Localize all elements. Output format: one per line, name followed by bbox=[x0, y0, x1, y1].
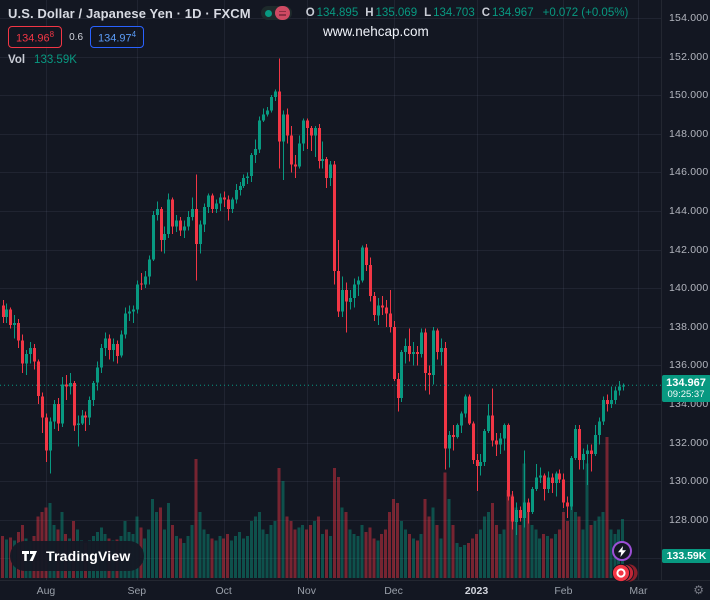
price-tick-label: 130.000 bbox=[669, 475, 709, 488]
change-value: +0.072 (+0.05%) bbox=[542, 7, 629, 19]
tradingview-mark-icon bbox=[22, 551, 37, 561]
close-label: C bbox=[481, 7, 491, 19]
price-tick-label: 128.000 bbox=[669, 513, 709, 526]
price-tick-label: 152.000 bbox=[669, 50, 709, 63]
open-value: 134.895 bbox=[316, 7, 359, 19]
price-tick-label: 138.000 bbox=[669, 320, 709, 333]
time-tick-label: 2023 bbox=[464, 585, 489, 597]
ohlc-readout: O 134.895 H 135.069 L 134.703 C 134.967 … bbox=[306, 7, 629, 19]
open-label: O bbox=[305, 7, 315, 19]
bar-countdown: 09:25:37 bbox=[667, 389, 705, 401]
price-tick-label: 144.000 bbox=[669, 205, 709, 217]
close-value: 134.967 bbox=[492, 7, 534, 19]
tradingview-logo-text: TradingView bbox=[46, 548, 131, 564]
chart-pane[interactable]: U.S. Dollar / Japanese Yen · 1D · FXCM O… bbox=[0, 0, 661, 583]
time-tick-label: Aug bbox=[36, 585, 56, 597]
price-tick-label: 142.000 bbox=[669, 243, 709, 256]
candlestick-chart[interactable] bbox=[0, 0, 661, 580]
record-icon bbox=[611, 563, 638, 583]
time-tick-label: Oct bbox=[215, 585, 232, 597]
time-tick-label: Dec bbox=[384, 585, 403, 597]
low-label: L bbox=[424, 7, 432, 19]
price-tick-label: 132.000 bbox=[669, 436, 709, 449]
tradingview-logo[interactable]: TradingView bbox=[10, 541, 145, 571]
high-label: H bbox=[365, 7, 374, 19]
time-tick-label: Mar bbox=[629, 585, 648, 597]
record-button[interactable] bbox=[610, 562, 640, 589]
low-value: 134.703 bbox=[433, 7, 475, 19]
sell-price-button[interactable]: 134.968 bbox=[8, 26, 63, 48]
buy-price-button[interactable]: 134.974 bbox=[90, 26, 145, 48]
gear-icon[interactable]: ⚙ bbox=[693, 583, 704, 597]
lightning-bolt-icon bbox=[618, 545, 626, 557]
market-open-dot-icon bbox=[264, 9, 272, 17]
chart-legend: U.S. Dollar / Japanese Yen · 1D · FXCM O… bbox=[8, 5, 628, 66]
symbol-title[interactable]: U.S. Dollar / Japanese Yen · 1D · FXCM bbox=[8, 5, 251, 21]
spread-value: 0.6 bbox=[69, 31, 84, 43]
current-volume-badge: 133.59K bbox=[662, 549, 710, 563]
market-status-toggle[interactable] bbox=[260, 6, 292, 20]
current-price-badge: 134.967 09:25:37 bbox=[662, 375, 710, 403]
price-tick-label: 154.000 bbox=[669, 12, 709, 24]
price-tick-label: 140.000 bbox=[669, 282, 709, 295]
time-tick-label: Feb bbox=[554, 585, 573, 597]
price-axis[interactable]: 126.000128.000130.000132.000134.000136.0… bbox=[661, 0, 710, 580]
volume-label: Vol bbox=[8, 54, 26, 66]
price-tick-label: 136.000 bbox=[669, 359, 709, 372]
price-tick-label: 146.000 bbox=[669, 166, 709, 179]
time-tick-label: Sep bbox=[127, 585, 147, 597]
time-tick-label: Nov bbox=[297, 585, 316, 597]
instant-order-button[interactable] bbox=[612, 541, 632, 561]
volume-value: 133.59K bbox=[34, 54, 77, 66]
price-tick-label: 148.000 bbox=[669, 127, 709, 140]
price-tick-label: 150.000 bbox=[669, 89, 709, 102]
high-value: 135.069 bbox=[375, 7, 418, 19]
sell-handle-icon bbox=[274, 6, 290, 20]
time-axis[interactable]: Aug Sep Oct Nov Dec 2023 Feb Mar ⚙ bbox=[0, 580, 710, 600]
current-price-value: 134.967 bbox=[666, 377, 706, 390]
watermark-text: www.nehcap.com bbox=[323, 24, 429, 39]
